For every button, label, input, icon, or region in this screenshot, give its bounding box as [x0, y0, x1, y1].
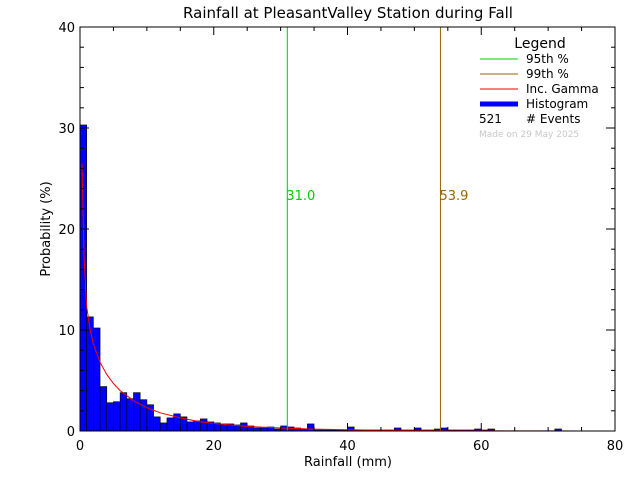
- y-tick-label: 20: [58, 223, 75, 238]
- histogram-bar: [307, 423, 315, 432]
- percentile-lines: 31.0 53.9: [286, 27, 468, 431]
- x-tick-label: 60: [473, 439, 490, 454]
- histogram-bar: [99, 386, 108, 432]
- y-tick-label: 30: [58, 122, 75, 137]
- legend-made-on: Made on 29 May 2025: [479, 130, 579, 140]
- histogram-bar: [166, 417, 174, 432]
- percentile-95-label: 31.0: [286, 189, 315, 204]
- histogram-bar: [86, 316, 94, 432]
- histogram-bar: [240, 422, 248, 432]
- histogram-bar: [159, 422, 168, 432]
- axis-ticks: 0 20 40 60 80 0 10 20 30 40: [58, 21, 623, 454]
- histogram-bar: [113, 401, 121, 432]
- histogram-bar: [153, 416, 161, 432]
- legend-events-count: 521: [479, 112, 502, 126]
- legend-entry-label: Inc. Gamma: [526, 82, 599, 96]
- legend-title: Legend: [514, 36, 565, 52]
- histogram-bar: [347, 426, 355, 432]
- histogram-bar: [200, 418, 208, 432]
- histogram-bar: [106, 402, 114, 432]
- histogram-bars: [79, 124, 562, 432]
- histogram-bar: [186, 421, 194, 432]
- histogram-bar: [193, 420, 201, 432]
- x-tick-label: 40: [339, 439, 356, 454]
- legend-events-label: # Events: [526, 112, 581, 126]
- percentile-99-label: 53.9: [439, 189, 468, 204]
- gamma-curve-group: [81, 163, 615, 432]
- histogram-bar: [287, 426, 295, 432]
- histogram-bar: [119, 392, 128, 432]
- x-tick-label: 20: [205, 439, 222, 454]
- histogram-bar: [133, 392, 141, 432]
- x-axis-label: Rainfall (mm): [304, 455, 392, 470]
- legend-entry-label: 95th %: [526, 52, 569, 66]
- histogram-bar: [79, 124, 87, 432]
- y-tick-label: 10: [58, 324, 75, 339]
- y-axis-label: Probability (%): [39, 181, 54, 276]
- histogram-bar: [126, 398, 134, 432]
- y-tick-label: 40: [58, 21, 75, 36]
- x-tick-label: 0: [76, 439, 84, 454]
- legend-entry-label: 99th %: [526, 67, 569, 81]
- histogram-bar: [93, 327, 101, 432]
- chart-title: Rainfall at PleasantValley Station durin…: [183, 4, 513, 22]
- y-tick-label: 0: [67, 425, 75, 440]
- legend-entry-label: Histogram: [526, 97, 588, 111]
- x-tick-label: 80: [607, 439, 624, 454]
- gamma-curve: [81, 163, 615, 432]
